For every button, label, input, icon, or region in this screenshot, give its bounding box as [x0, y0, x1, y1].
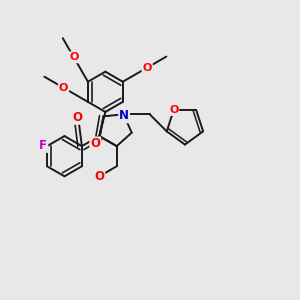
Text: O: O	[69, 52, 79, 62]
Text: N: N	[119, 109, 129, 122]
Text: O: O	[59, 83, 68, 93]
Text: O: O	[169, 105, 178, 115]
Text: O: O	[142, 63, 152, 73]
Text: F: F	[39, 139, 47, 152]
Text: O: O	[94, 170, 104, 183]
Text: O: O	[90, 137, 100, 150]
Text: O: O	[72, 111, 82, 124]
